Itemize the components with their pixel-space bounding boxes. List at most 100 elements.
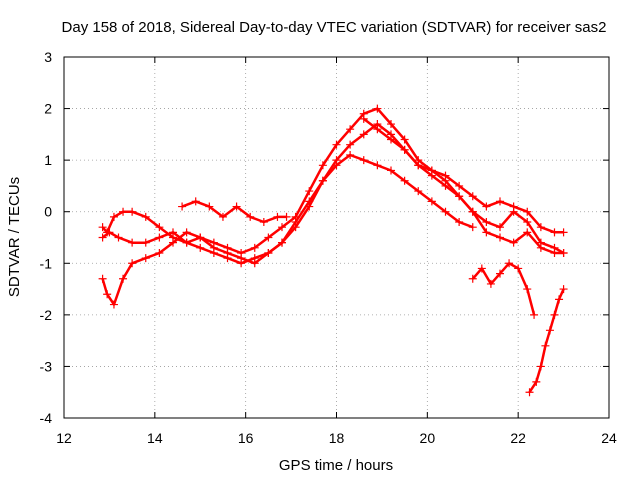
data-point — [103, 290, 112, 299]
data-point — [359, 114, 368, 123]
series-line — [471, 262, 536, 316]
data-point — [550, 243, 559, 252]
data-point — [346, 150, 355, 159]
data-point — [414, 187, 423, 196]
y-tick-label: -4 — [40, 410, 53, 426]
series-track-5 — [359, 114, 568, 257]
series-track-3 — [98, 150, 477, 309]
data-point — [141, 254, 150, 263]
y-tick-label: -1 — [40, 255, 53, 271]
data-point — [318, 161, 327, 170]
data-point — [305, 197, 314, 206]
data-point — [373, 125, 382, 134]
data-point — [523, 228, 532, 237]
data-point — [387, 166, 395, 175]
data-point — [496, 197, 504, 206]
chart-title: Day 158 of 2018, Sidereal Day-to-day VTE… — [62, 19, 607, 36]
data-point — [264, 233, 273, 242]
data-point — [141, 212, 150, 221]
data-point — [209, 243, 218, 252]
data-point — [205, 202, 214, 211]
grid — [64, 57, 609, 418]
data-point — [486, 279, 495, 288]
data-point — [282, 212, 291, 221]
data-point — [114, 233, 123, 242]
data-point — [218, 212, 227, 221]
data-point — [523, 218, 532, 227]
data-point — [155, 248, 164, 257]
data-point — [359, 156, 368, 165]
data-point — [259, 218, 268, 227]
data-point — [455, 192, 464, 201]
data-point — [98, 233, 107, 242]
data-point — [496, 269, 504, 278]
y-tick-label: 3 — [44, 49, 52, 65]
x-tick-label: 20 — [420, 430, 436, 446]
data-point — [169, 238, 177, 247]
data-point — [523, 207, 532, 216]
data-point — [346, 140, 355, 149]
series-line — [528, 288, 565, 393]
data-point — [182, 228, 191, 237]
data-point — [441, 176, 450, 185]
data-point — [128, 259, 137, 268]
data-point — [264, 248, 273, 257]
series-line — [101, 107, 564, 255]
x-axis-label: GPS time / hours — [279, 457, 393, 474]
data-point — [427, 166, 436, 175]
data-point — [414, 161, 423, 170]
data-point — [545, 326, 554, 335]
x-axis: 12 14 16 18 20 22 24 — [56, 57, 617, 446]
series-line — [101, 122, 564, 265]
data-point — [387, 120, 395, 129]
data-point — [128, 238, 137, 247]
data-point — [98, 274, 107, 283]
x-tick-label: 18 — [329, 430, 345, 446]
data-point — [525, 388, 534, 397]
y-tick-label: 0 — [44, 204, 52, 220]
data-point — [128, 207, 137, 216]
data-point — [536, 223, 545, 232]
data-point — [109, 212, 118, 221]
series-line — [101, 153, 474, 306]
data-point — [468, 274, 477, 283]
data-point — [232, 202, 241, 211]
data-point — [373, 104, 382, 113]
data-point — [514, 264, 523, 273]
data-point — [237, 254, 246, 263]
data-point — [250, 243, 259, 252]
data-point — [196, 233, 205, 242]
data-point — [541, 341, 550, 350]
data-series — [98, 104, 568, 397]
y-axis: -4 -3 -2 -1 0 1 2 3 — [40, 49, 609, 426]
data-point — [250, 259, 259, 268]
data-point — [332, 140, 341, 149]
data-point — [119, 274, 128, 283]
x-tick-label: 12 — [56, 430, 72, 446]
data-point — [468, 223, 477, 232]
data-point — [427, 197, 436, 206]
x-tick-label: 24 — [601, 430, 617, 446]
data-point — [273, 212, 282, 221]
data-point — [291, 218, 300, 227]
x-tick-label: 22 — [510, 430, 526, 446]
data-point — [373, 161, 382, 170]
data-point — [550, 228, 559, 237]
data-point — [455, 181, 464, 190]
x-tick-label: 14 — [147, 430, 163, 446]
data-point — [191, 197, 200, 206]
data-point — [482, 218, 491, 227]
data-point — [155, 223, 164, 232]
data-point — [278, 223, 286, 232]
data-point — [455, 218, 464, 227]
data-point — [441, 207, 450, 216]
series-track-7 — [525, 285, 568, 397]
data-point — [555, 295, 564, 304]
data-point — [223, 248, 232, 257]
data-point — [530, 310, 539, 319]
data-point — [119, 207, 128, 216]
data-point — [387, 135, 395, 144]
y-tick-label: -2 — [40, 307, 53, 323]
data-point — [496, 223, 504, 232]
